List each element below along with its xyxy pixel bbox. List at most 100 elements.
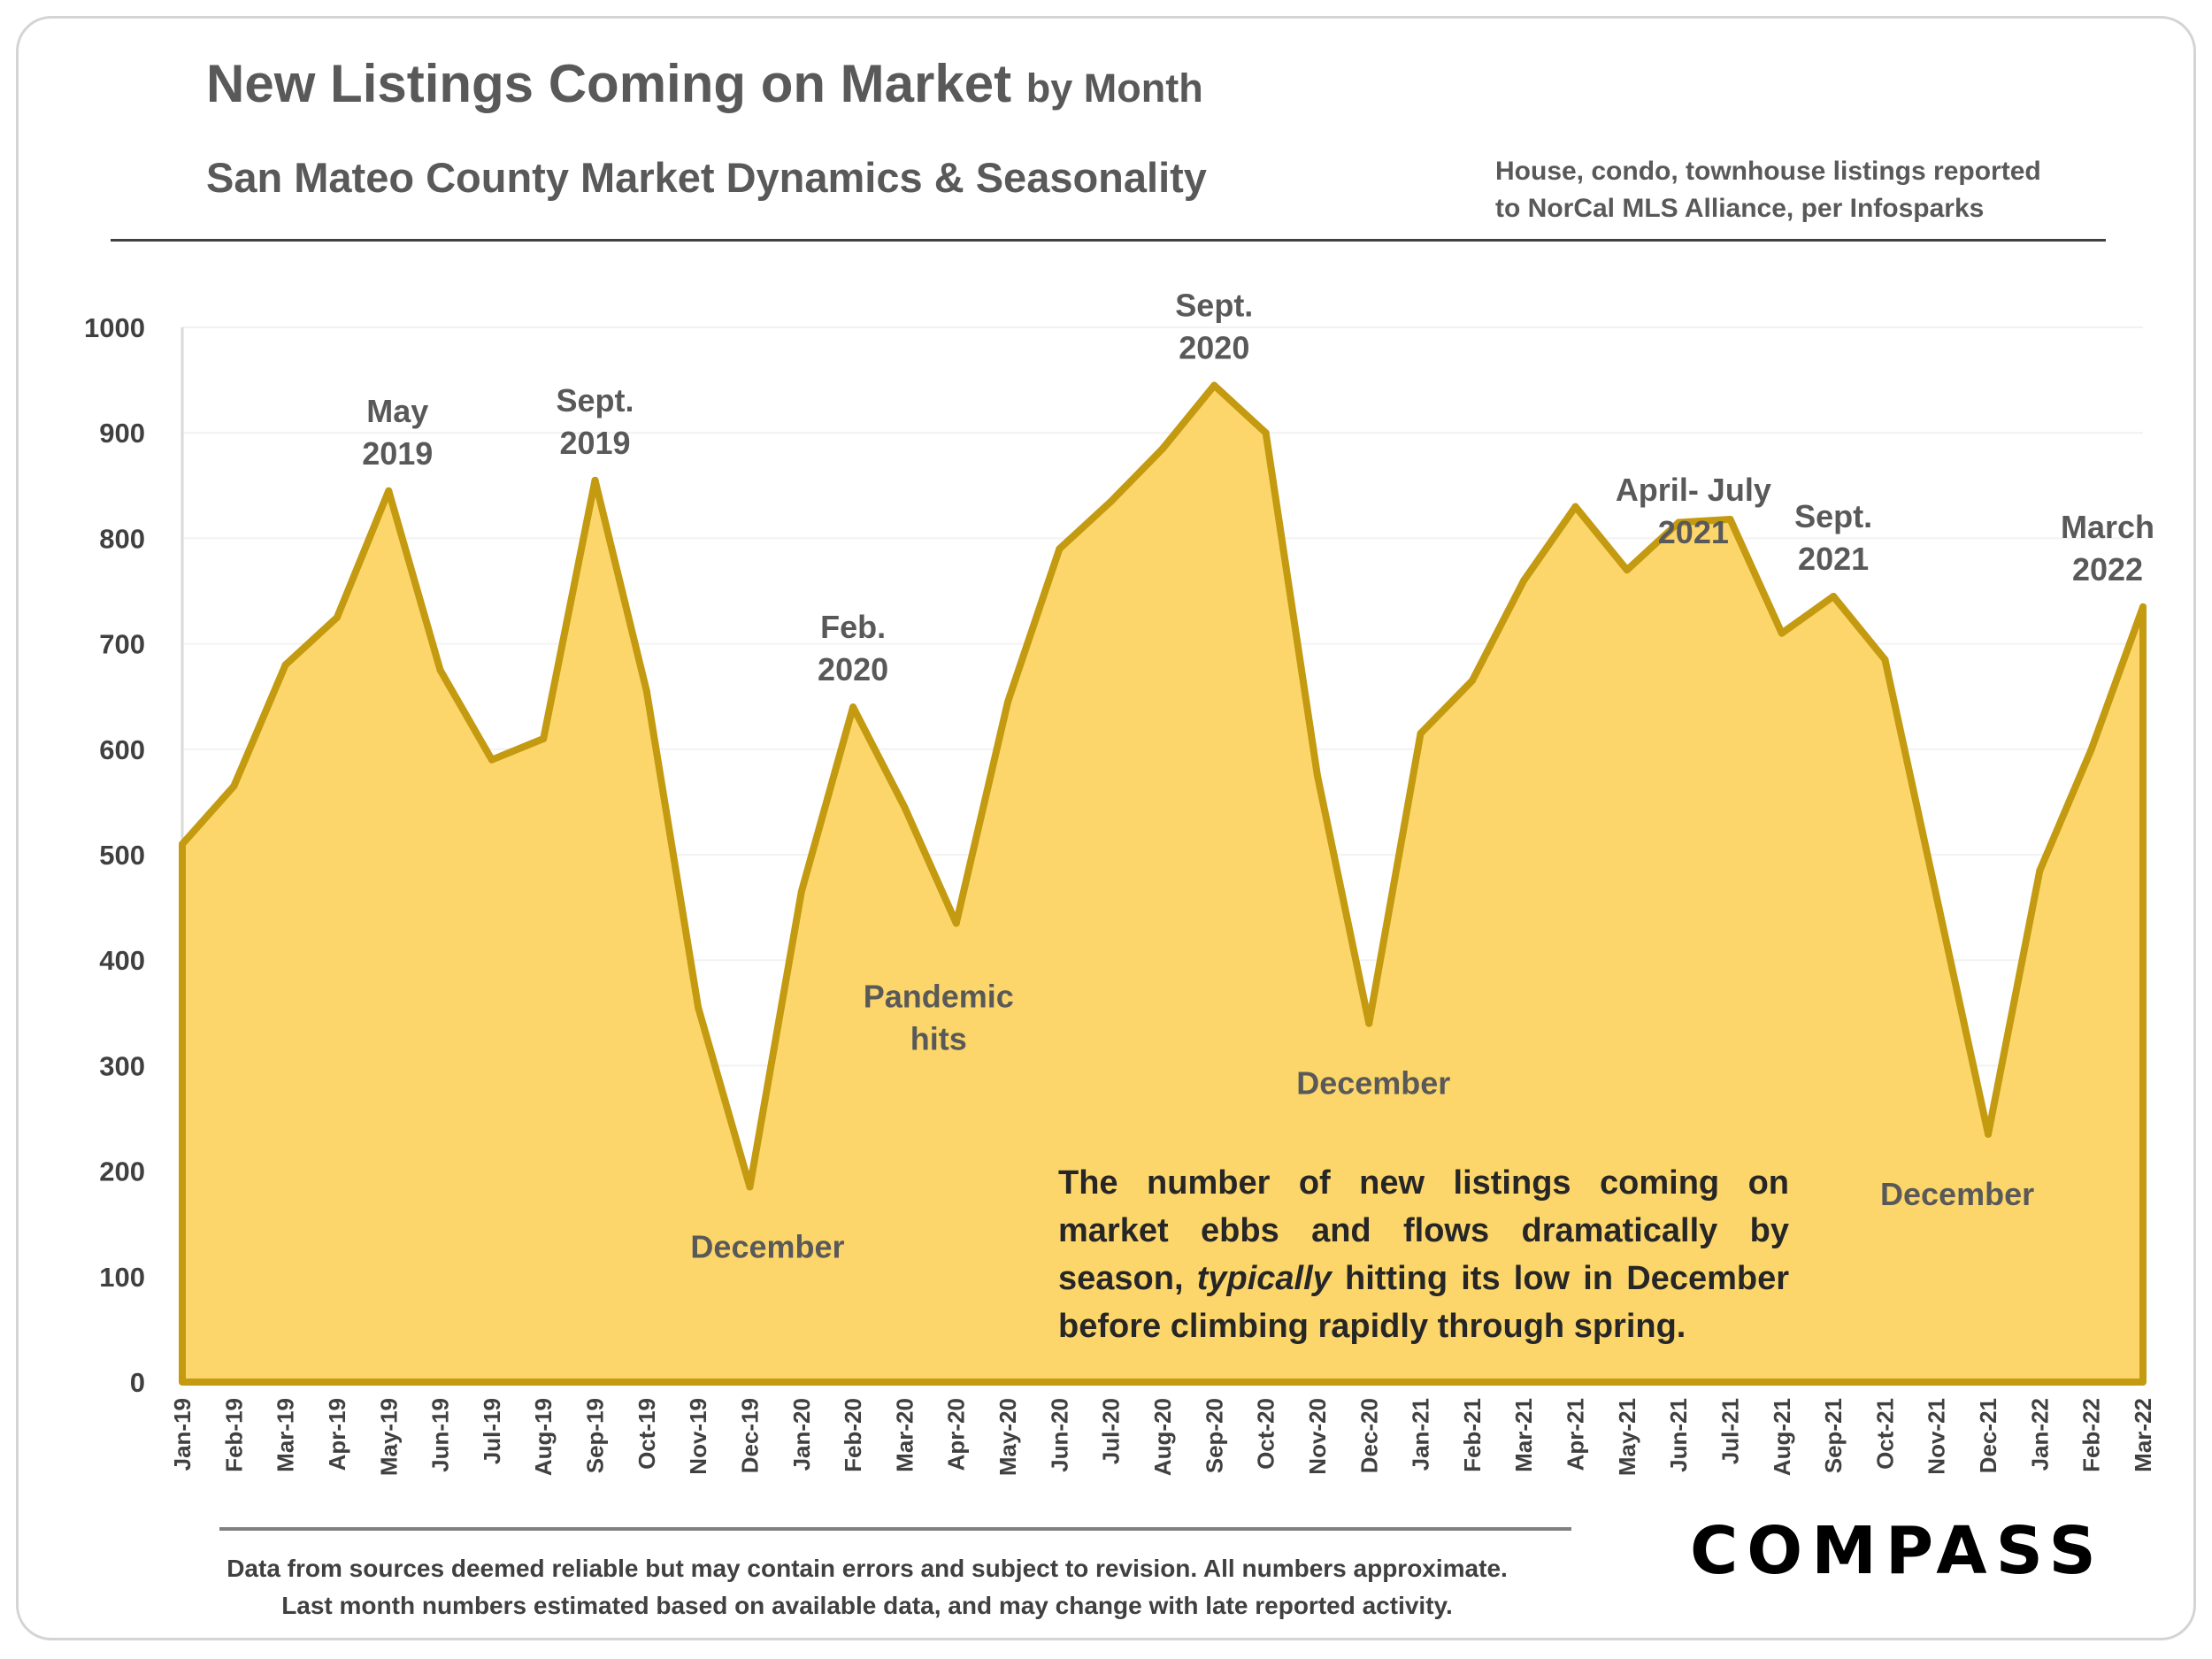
x-tick-label: Jun-19 [427,1398,454,1472]
data-point [797,887,805,895]
data-point [1210,381,1218,389]
data-point [436,666,444,674]
y-tick-label: 500 [99,840,145,871]
annotation-label: December [690,1228,844,1264]
data-point [1004,698,1012,706]
annotation-line: 2022 [2072,551,2143,588]
chart-subtitle: San Mateo County Market Dynamics & Seaso… [206,154,1207,201]
x-tick-label: Feb-20 [840,1398,866,1472]
annotation-label: Sept. 2021 [1794,498,1872,577]
disclaimer: Data from sources deemed reliable but ma… [133,1550,1601,1624]
y-tick-label: 100 [99,1262,145,1293]
chart-title-suffix: by Month [1025,65,1203,111]
x-tick-label: Apr-20 [943,1398,970,1471]
x-tick-label: Apr-21 [1563,1398,1589,1471]
x-tick-label: Dec-21 [1975,1398,2001,1473]
annotation-line: December [1296,1065,1450,1102]
x-tick-label: Oct-19 [634,1398,660,1470]
annotation-line: 2021 [1658,514,1729,550]
data-point [1365,1019,1373,1027]
annotation-line: 2021 [1798,541,1869,577]
data-point [1468,677,1476,685]
x-tick-label: Nov-20 [1304,1398,1331,1475]
data-point [1985,1130,1993,1138]
x-tick-label: Jun-21 [1665,1398,1692,1472]
annotation-label: March 2022 [2061,509,2154,588]
x-tick-label: Mar-20 [891,1398,918,1472]
data-point [952,919,960,927]
annotation-line: 2020 [818,651,888,687]
x-tick-label: Dec-19 [736,1398,763,1473]
x-tick-label: Sep-19 [582,1398,609,1473]
footer-divider [219,1527,1571,1531]
annotation-line: Feb. [820,609,886,645]
data-point [1675,518,1683,526]
data-point [1417,729,1425,737]
annotation-line: May [366,393,428,429]
annotation-label: Feb. 2020 [818,609,888,687]
data-point [2036,866,2044,874]
x-tick-label: Feb-21 [1459,1398,1486,1472]
data-point [1881,656,1889,664]
source-note-line: House, condo, townhouse listings reporte… [1495,157,2041,186]
source-note: House, condo, townhouse listings reporte… [1495,153,2041,227]
data-point [1159,445,1166,453]
disclaimer-line: Last month numbers estimated based on av… [281,1592,1453,1619]
x-tick-label: Jan-20 [788,1398,815,1471]
data-point [281,661,289,669]
y-tick-label: 400 [99,945,145,976]
data-point [1932,893,1940,901]
annotation-line: Pandemic [864,978,1014,1014]
x-tick-label: May-21 [1614,1398,1640,1476]
data-point [746,1183,754,1191]
x-tick-label: Mar-21 [1510,1398,1537,1472]
y-tick-label: 600 [99,734,145,765]
data-point [695,1003,703,1011]
annotation-label: December [1880,1176,2034,1212]
data-point [642,687,650,695]
data-point [2087,745,2095,753]
x-tick-label: Aug-20 [1149,1398,1176,1476]
annotation-line: April- July [1616,472,1771,508]
annotation-line: 2020 [1179,330,1249,366]
x-tick-label: Jan-19 [169,1398,196,1471]
annotation-line: Sept. [1794,498,1872,534]
annotation-label: April- July 2021 [1616,472,1771,550]
seasonality-note-italic: typically [1196,1260,1332,1297]
x-tick-label: May-19 [375,1398,402,1476]
y-tick-label: 200 [99,1156,145,1187]
data-point [849,703,857,711]
x-tick-label: May-20 [995,1398,1021,1476]
annotation-line: December [690,1228,844,1264]
data-point [1726,515,1734,523]
data-point [488,756,495,764]
data-point [1056,545,1064,553]
x-tick-label: Oct-21 [1871,1398,1898,1470]
x-tick-label: Dec-20 [1356,1398,1382,1473]
seasonality-note: The number of new listings coming on mar… [1058,1164,1790,1345]
annotation-line: December [1880,1176,2034,1212]
y-tick-label: 300 [99,1050,145,1081]
data-point [1313,772,1321,780]
x-tick-label: Feb-22 [2078,1398,2105,1472]
x-tick-label: Jul-19 [479,1398,505,1464]
y-tick-label: 800 [99,523,145,554]
x-tick-label: Nov-21 [1924,1398,1950,1475]
annotation-label: Sept. 2020 [1175,288,1253,366]
x-tick-label: Aug-21 [1769,1398,1795,1476]
x-tick-label: Jun-20 [1046,1398,1072,1472]
data-point [230,782,238,790]
y-tick-label: 0 [130,1367,145,1398]
chart-title: New Listings Coming on Market by Month [206,54,1203,113]
data-point [1107,497,1115,505]
annotation-line: 2019 [559,425,630,461]
data-point [1520,577,1528,585]
data-point [591,476,599,484]
annotation-label: May 2019 [362,393,433,472]
annotation-label: December [1296,1065,1450,1102]
data-point [179,841,186,849]
annotation-line: March [2061,509,2154,545]
y-tick-label: 900 [99,418,145,449]
data-point [1262,429,1270,437]
data-point [1571,503,1579,511]
